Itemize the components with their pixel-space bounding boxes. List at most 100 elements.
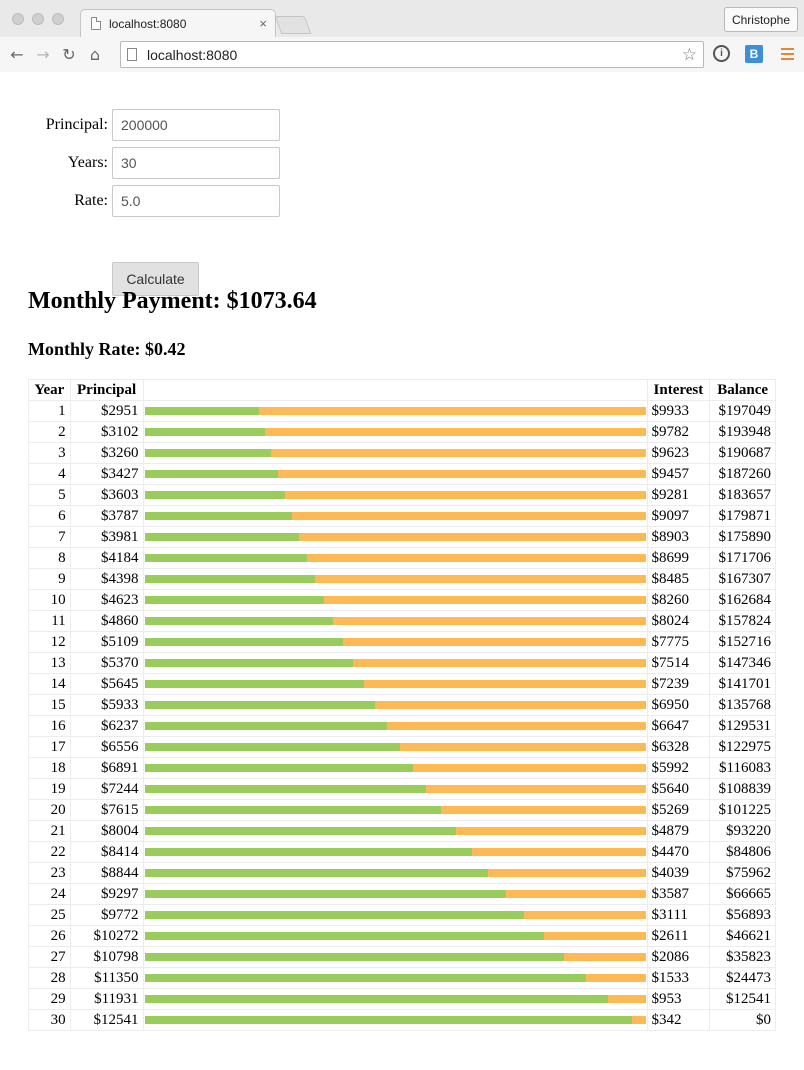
balance-cell: $147346 <box>709 652 776 674</box>
year-cell: 24 <box>28 883 71 905</box>
balance-cell: $84806 <box>709 841 776 863</box>
amortization-table: Year Principal Interest Balance 1 $2951 $9… <box>28 379 776 1031</box>
principal-cell: $10798 <box>69 946 144 968</box>
back-arrow-icon[interactable]: ← <box>10 45 24 64</box>
interest-bar-segment <box>315 575 646 583</box>
principal-bar-segment <box>144 596 325 604</box>
principal-interest-bar <box>144 911 646 919</box>
bar-cell <box>142 946 648 968</box>
interest-cell: $9097 <box>646 505 711 527</box>
interest-bar-segment <box>386 722 646 730</box>
bar-cell <box>142 736 648 758</box>
principal-interest-bar <box>144 806 646 814</box>
balance-cell: $171706 <box>709 547 776 569</box>
year-cell: 16 <box>28 715 71 737</box>
close-window-icon[interactable] <box>12 13 24 25</box>
principal-bar-segment <box>144 743 400 751</box>
profile-button[interactable]: Christophe <box>723 7 798 32</box>
interest-cell: $7239 <box>646 673 711 695</box>
table-row: 15 $5933 $6950 $135768 <box>28 694 776 716</box>
interest-bar-segment <box>284 491 646 499</box>
menu-icon[interactable] <box>778 45 796 63</box>
interest-bar-segment <box>353 659 646 667</box>
principal-bar-segment <box>144 512 292 520</box>
interest-bar-segment <box>259 407 646 415</box>
interest-cell: $5269 <box>646 799 711 821</box>
principal-bar-segment <box>144 470 278 478</box>
rate-input[interactable] <box>112 185 280 217</box>
table-row: 18 $6891 $5992 $116083 <box>28 757 776 779</box>
bar-cell <box>142 778 648 800</box>
interest-cell: $6328 <box>646 736 711 758</box>
principal-cell: $5109 <box>69 631 144 653</box>
header-balance: Balance <box>709 379 776 401</box>
balance-cell: $122975 <box>709 736 776 758</box>
balance-cell: $66665 <box>709 883 776 905</box>
bookmark-extension-icon[interactable]: B <box>745 45 763 63</box>
principal-interest-bar <box>144 554 646 562</box>
year-cell: 22 <box>28 841 71 863</box>
minimize-window-icon[interactable] <box>32 13 44 25</box>
browser-tab[interactable]: localhost:8080 × <box>80 9 276 37</box>
reload-icon[interactable]: ↻ <box>62 45 76 64</box>
principal-bar-segment <box>144 575 316 583</box>
table-row: 14 $5645 $7239 $141701 <box>28 673 776 695</box>
year-cell: 14 <box>28 673 71 695</box>
principal-cell: $4184 <box>69 547 144 569</box>
new-tab-button[interactable] <box>274 16 312 34</box>
principal-cell: $9772 <box>69 904 144 926</box>
year-cell: 10 <box>28 589 71 611</box>
close-tab-icon[interactable]: × <box>259 16 267 31</box>
info-icon[interactable]: i <box>713 45 730 62</box>
principal-cell: $3787 <box>69 505 144 527</box>
address-bar[interactable]: localhost:8080 ☆ <box>120 41 704 68</box>
interest-cell: $6950 <box>646 694 711 716</box>
years-input[interactable] <box>112 147 280 179</box>
table-row: 16 $6237 $6647 $129531 <box>28 715 776 737</box>
year-cell: 29 <box>28 988 71 1010</box>
interest-cell: $4879 <box>646 820 711 842</box>
bar-cell <box>142 400 648 422</box>
home-icon[interactable]: ⌂ <box>89 45 101 64</box>
interest-bar-segment <box>455 827 646 835</box>
principal-cell: $10272 <box>69 925 144 947</box>
balance-cell: $46621 <box>709 925 776 947</box>
maximize-window-icon[interactable] <box>52 13 64 25</box>
interest-bar-segment <box>412 764 646 772</box>
principal-bar-segment <box>144 701 376 709</box>
balance-cell: $175890 <box>709 526 776 548</box>
principal-interest-bar <box>144 638 646 646</box>
principal-interest-bar <box>144 827 646 835</box>
balance-cell: $141701 <box>709 673 776 695</box>
tab-title: localhost:8080 <box>109 16 187 31</box>
principal-cell: $2951 <box>69 400 144 422</box>
interest-cell: $953 <box>646 988 711 1010</box>
interest-cell: $8260 <box>646 589 711 611</box>
bar-cell <box>142 862 648 884</box>
principal-interest-bar <box>144 764 646 772</box>
principal-bar-segment <box>144 638 344 646</box>
principal-bar-segment <box>144 1016 632 1024</box>
principal-interest-bar <box>144 701 646 709</box>
balance-cell: $162684 <box>709 589 776 611</box>
balance-cell: $93220 <box>709 820 776 842</box>
bar-cell <box>142 568 648 590</box>
year-cell: 1 <box>28 400 71 422</box>
calculate-button[interactable]: Calculate <box>112 262 199 296</box>
rate-label: Rate: <box>74 192 108 209</box>
forward-arrow-icon[interactable]: → <box>36 45 50 64</box>
interest-bar-segment <box>426 785 646 793</box>
principal-interest-bar <box>144 533 646 541</box>
year-cell: 7 <box>28 526 71 548</box>
year-cell: 8 <box>28 547 71 569</box>
star-icon[interactable]: ☆ <box>681 44 697 65</box>
years-label: Years: <box>67 154 108 171</box>
interest-bar-segment <box>307 554 646 562</box>
year-cell: 15 <box>28 694 71 716</box>
url-text[interactable]: localhost:8080 <box>147 46 238 63</box>
principal-input[interactable] <box>112 109 280 141</box>
principal-interest-bar <box>144 722 646 730</box>
principal-bar-segment <box>144 428 266 436</box>
interest-cell: $2086 <box>646 946 711 968</box>
principal-bar-segment <box>144 449 272 457</box>
